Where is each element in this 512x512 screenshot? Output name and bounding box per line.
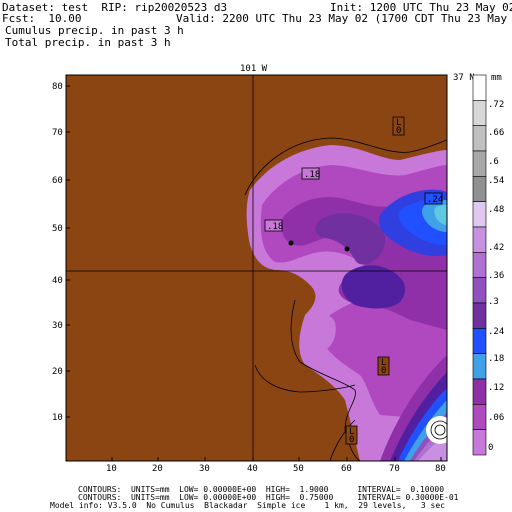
label-18-b-box <box>264 219 283 232</box>
color-bar: .72 .66 .6 .54 .48 .42 .36 .3 .24 .18 .12 .06 0 <box>472 74 504 456</box>
x-tick-label: 10 <box>106 464 117 474</box>
label-18-a-box <box>301 167 320 180</box>
contour-lobe <box>254 364 356 393</box>
y-tick-label: 50 <box>52 224 63 234</box>
se-core-ring <box>430 420 447 440</box>
colorbar-label: .36 <box>488 271 504 281</box>
colorbar-label: .66 <box>488 128 504 138</box>
colorbar-unit: mm <box>491 73 502 83</box>
lo-box-bottom <box>345 425 358 445</box>
colorbar-cell <box>472 74 487 101</box>
precip-core-lightcyan <box>434 204 447 225</box>
station-dot-1 <box>288 240 294 246</box>
y-tick-label: 80 <box>52 82 63 92</box>
lo-label-top-0: 0 <box>396 126 401 136</box>
footer-contours-2: CONTOURS: UNITS=mm LOW= 0.00000E+00 HIGH… <box>78 493 459 502</box>
colorbar-label: .12 <box>488 383 504 393</box>
lo-box-mid <box>377 356 390 376</box>
footer-contours-1: CONTOURS: UNITS=mm LOW= 0.00000E+00 HIGH… <box>78 485 445 494</box>
colorbar-cell <box>472 252 487 278</box>
dataset-label: Dataset: test RIP: rip20020523 d3 <box>2 1 228 14</box>
x-tick-label: 60 <box>341 464 352 474</box>
lo-label-bot-0: 0 <box>349 435 354 445</box>
x-tick-label: 70 <box>389 464 400 474</box>
x-axis-ticks: 10 20 30 40 50 60 70 80 <box>106 457 446 474</box>
label-18-a: .18 <box>304 170 320 180</box>
latitude-corner-label: 37 N <box>453 73 475 83</box>
colorbar-cell <box>472 100 487 126</box>
colorbar-label: .06 <box>488 413 504 423</box>
y-tick-label: 40 <box>52 276 63 286</box>
colorbar-cell <box>472 277 487 304</box>
y-tick-label: 60 <box>52 176 63 186</box>
colorbar-cell <box>472 150 487 177</box>
colorbar-cell <box>472 226 487 253</box>
lo-label-top-l: L <box>396 118 401 128</box>
colorbar-label: .72 <box>488 100 504 110</box>
colorbar-cell <box>472 125 487 152</box>
colorbar-label: .6 <box>488 157 499 167</box>
precip-lobe-lower <box>303 313 336 352</box>
colorbar-label: 0 <box>488 443 493 453</box>
colorbar-cell <box>472 404 487 430</box>
se-core-ring2 <box>434 424 446 436</box>
colorbar-cell <box>472 429 487 456</box>
x-tick-label: 30 <box>199 464 210 474</box>
longitude-label: 101 W <box>240 64 268 74</box>
colorbar-cell <box>472 201 487 228</box>
station-dot-2 <box>344 246 350 252</box>
y-tick-label: 20 <box>52 367 63 377</box>
colorbar-label: .42 <box>488 243 504 253</box>
colorbar-label: .24 <box>488 327 504 337</box>
se-core-white <box>426 416 447 444</box>
lo-label-mid-0: 0 <box>381 366 386 376</box>
y-tick-label: 30 <box>52 321 63 331</box>
precip-region-deep <box>341 265 406 309</box>
colorbar-cell <box>472 378 487 405</box>
lo-label-mid-l: L <box>381 358 386 368</box>
init-label: Init: 1200 UTC Thu 23 May 02 <box>330 1 512 14</box>
colorbar-label: .18 <box>488 354 504 364</box>
colorbar-label: .3 <box>488 297 499 307</box>
colorbar-cell <box>472 176 487 202</box>
y-axis-ticks: 10 20 30 40 50 60 70 80 <box>52 82 70 423</box>
label-24-box <box>424 192 443 205</box>
colorbar-label: .54 <box>488 176 504 186</box>
x-tick-label: 80 <box>435 464 446 474</box>
fcst-label: Fcst: 10.00 <box>2 12 82 25</box>
precip-region-darker <box>315 213 386 265</box>
label-24: .24 <box>427 195 443 205</box>
y-tick-label: 70 <box>52 128 63 138</box>
footer-model-info: Model info: V3.5.0 No Cumulus Blackadar … <box>50 501 445 510</box>
x-tick-label: 50 <box>293 464 304 474</box>
field1-label: Cumulus precip. in past 3 h <box>5 24 184 37</box>
contour-outer <box>244 137 447 196</box>
label-18-b: .18 <box>267 222 283 232</box>
plot-frame <box>65 74 448 462</box>
lo-label-bot-l: L <box>349 427 354 437</box>
y-tick-label: 10 <box>52 413 63 423</box>
x-tick-label: 40 <box>247 464 258 474</box>
colorbar-cell <box>472 353 487 380</box>
contour-bottom <box>329 419 356 461</box>
lo-box-top <box>392 116 405 136</box>
valid-label: Valid: 2200 UTC Thu 23 May 02 (1700 CDT … <box>176 12 512 25</box>
colorbar-cell <box>472 302 487 329</box>
colorbar-label: .48 <box>488 205 504 215</box>
colorbar-cell <box>472 328 487 354</box>
field2-label: Total precip. in past 3 h <box>5 36 171 49</box>
x-tick-label: 20 <box>152 464 163 474</box>
